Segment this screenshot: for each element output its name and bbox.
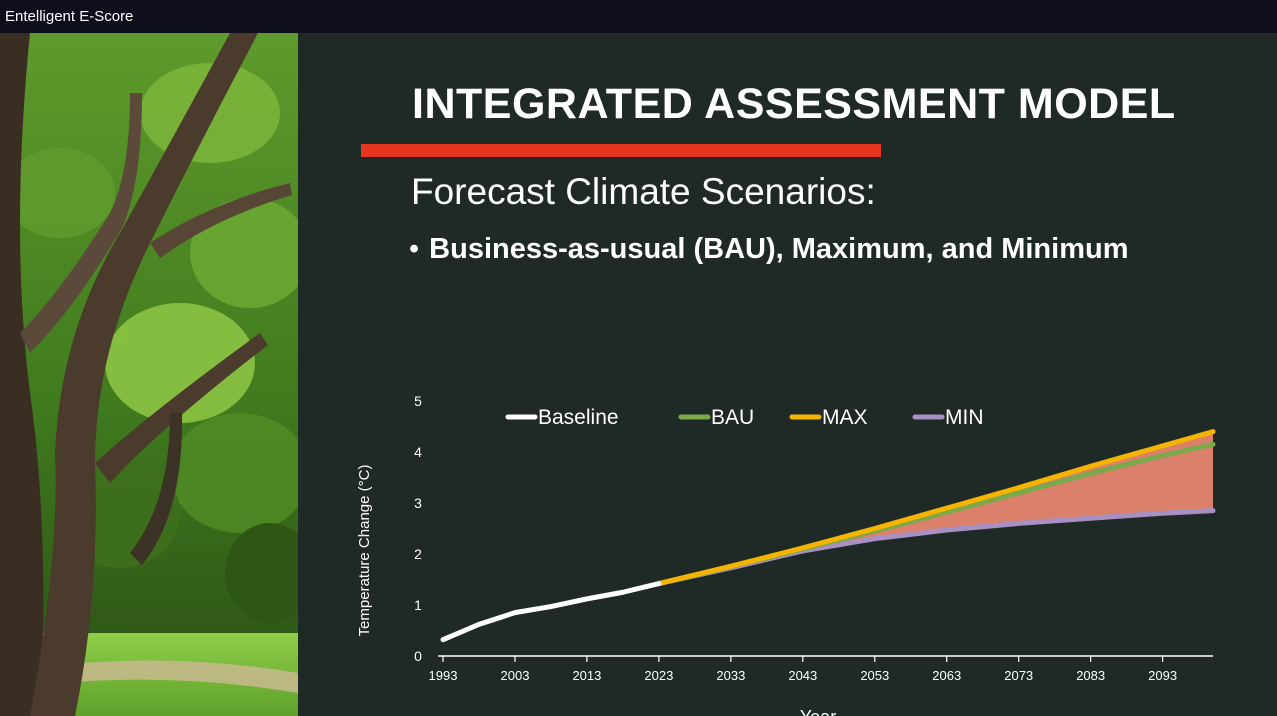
slide-heading: INTEGRATED ASSESSMENT MODEL	[412, 80, 1176, 128]
bullet-item: • Business-as-usual (BAU), Maximum, and M…	[409, 233, 1128, 266]
temperature-chart: 1993 2003 2013 2023 2033 2043 2053 2063 2073 2083…	[356, 393, 1216, 716]
x-axis-title: Year	[800, 707, 836, 716]
bullet-dot-icon: •	[409, 233, 420, 265]
x-tick-label-2033: 2033	[716, 668, 745, 683]
x-tick-label-2043: 2043	[788, 668, 817, 683]
presentation-slide: INTEGRATED ASSESSMENT MODEL Forecast Cli…	[0, 33, 1277, 716]
x-tick-label-2053: 2053	[860, 668, 889, 683]
bullet-text: Business-as-usual (BAU), Maximum, and Mi…	[429, 233, 1129, 265]
series-line-baseline	[440, 581, 662, 643]
series-line-max	[656, 429, 1216, 587]
window-title: Entelligent E-Score	[0, 0, 1277, 33]
x-tick-label-2083: 2083	[1076, 668, 1105, 683]
legend-label-bau: BAU	[711, 406, 754, 429]
y-tick-label-1: 1	[414, 597, 422, 613]
forest-photo	[0, 33, 298, 716]
y-tick-label-5: 5	[414, 393, 422, 409]
x-tick-label-2093: 2093	[1148, 668, 1177, 683]
x-tick-label-2003: 2003	[501, 668, 530, 683]
x-tick-label-2013: 2013	[572, 668, 601, 683]
y-tick-label-4: 4	[414, 444, 422, 460]
legend-label-baseline: Baseline	[538, 406, 619, 429]
x-tick-label-2073: 2073	[1004, 668, 1033, 683]
y-tick-label-3: 3	[414, 495, 422, 511]
legend-label-max: MAX	[822, 406, 868, 429]
scenario-range-band	[658, 431, 1213, 584]
x-tick-label-2023: 2023	[644, 668, 673, 683]
accent-bar	[361, 144, 881, 157]
x-tick-label-1993: 1993	[429, 668, 458, 683]
y-axis-title: Temperature Change (°C)	[356, 465, 373, 637]
x-tick-label-2063: 2063	[932, 668, 961, 683]
legend-label-min: MIN	[945, 406, 984, 429]
y-tick-label-0: 0	[414, 648, 422, 664]
y-tick-label-2: 2	[414, 546, 422, 562]
slide-subheading: Forecast Climate Scenarios:	[411, 171, 876, 212]
